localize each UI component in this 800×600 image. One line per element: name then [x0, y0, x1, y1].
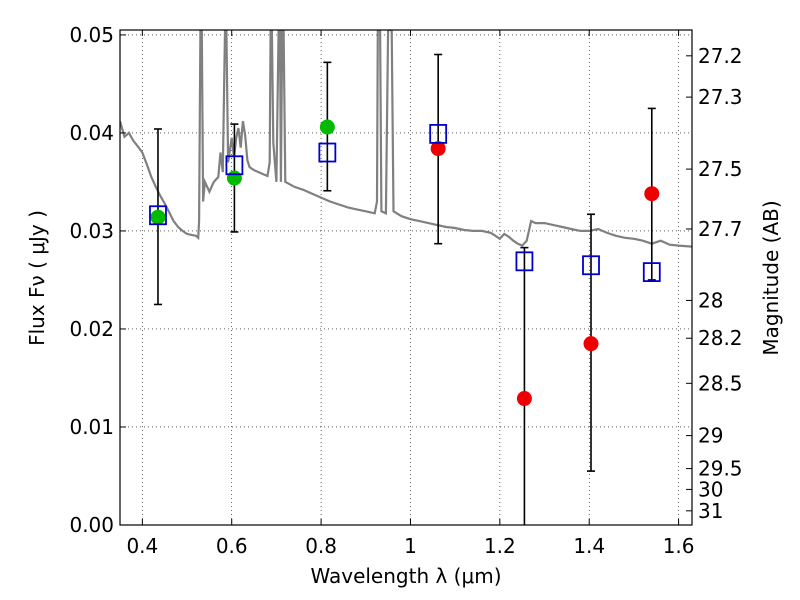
- mag-tick-label: 27.2: [698, 44, 743, 68]
- x-tick-label: 1.4: [573, 534, 605, 558]
- y-tick-label: 0.01: [69, 415, 114, 439]
- plot-frame: [119, 29, 693, 526]
- y-tick-label: 0.03: [69, 219, 114, 243]
- green-data-point: [150, 209, 166, 225]
- model-square-point: [642, 262, 661, 283]
- x-tick-label: 0.8: [305, 534, 337, 558]
- mag-tick-label: 27.7: [698, 217, 743, 241]
- mag-tick-label: 28.2: [698, 326, 743, 350]
- model-square-point: [582, 255, 600, 276]
- model-square-point: [225, 155, 244, 176]
- grid-lines: [120, 30, 692, 526]
- mag-tick-label: 31: [698, 499, 723, 523]
- red-data-point: [583, 336, 599, 352]
- axes: 0.4 0.6 0.8 1 1.2 1.4 1.6 0.00 0.01 0.02 0.03 0.04 0…: [69, 23, 742, 558]
- green-data-point: [319, 119, 335, 135]
- mag-tick-label: 28: [698, 288, 723, 312]
- mag-tick-label: 30: [698, 477, 723, 501]
- x-tick-label: 0.4: [126, 534, 158, 558]
- x-tick-label: 1.6: [663, 534, 695, 558]
- spectrum-line: [120, 30, 692, 248]
- model-square-point: [515, 251, 534, 272]
- y-tick-label: 0.00: [69, 513, 114, 537]
- mag-tick-label: 29.5: [698, 457, 743, 481]
- y-axis-title-left: Flux Fν ( μJy ): [25, 210, 49, 346]
- mag-tick-label: 27.3: [698, 85, 743, 109]
- red-data-point: [644, 186, 660, 202]
- red-data-point: [430, 141, 446, 157]
- mag-tick-label: 27.5: [698, 157, 743, 181]
- red-data-point: [516, 391, 532, 407]
- model-square-point: [149, 205, 167, 226]
- x-tick-label: 1: [404, 534, 417, 558]
- y-tick-label: 0.02: [69, 317, 114, 341]
- y-tick-label: 0.05: [69, 23, 114, 47]
- mag-tick-label: 28.5: [698, 371, 743, 395]
- mag-tick-label: 29: [698, 424, 723, 448]
- model-square-point: [429, 124, 448, 144]
- x-tick-label: 0.6: [216, 534, 248, 558]
- plot-area: [120, 30, 692, 525]
- x-tick-label: 1.2: [484, 534, 516, 558]
- model-square-point: [318, 142, 337, 163]
- x-axis-title: Wavelength λ (μm): [310, 564, 501, 588]
- green-data-point: [226, 170, 242, 186]
- y-axis-title-right: Magnitude (AB): [759, 200, 783, 355]
- y-tick-label: 0.04: [69, 121, 114, 145]
